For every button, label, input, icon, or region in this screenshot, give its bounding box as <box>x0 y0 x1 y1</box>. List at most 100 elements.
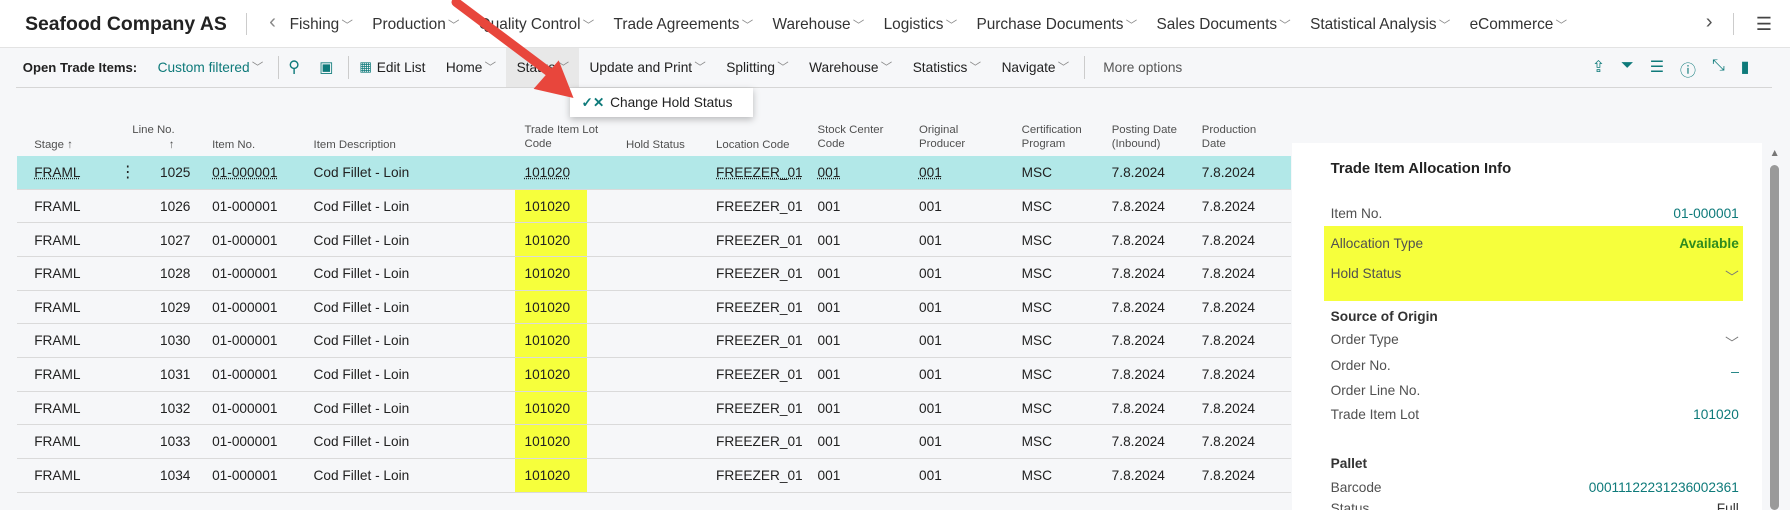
cell-prod: 7.8.2024 <box>1201 400 1255 416</box>
collapse-icon[interactable]: ⤡ <box>1711 57 1725 74</box>
table-row[interactable]: FRAML 1029 01-000001 Cod Fillet - Loin 10102… <box>17 291 1291 325</box>
table-row[interactable]: FRAML 1026 01-000001 Cod Fillet - Loin 10102… <box>17 190 1291 224</box>
cell-cert: MSC <box>1021 198 1052 214</box>
hold-status-dropdown[interactable]: ﹀ <box>1725 269 1739 285</box>
chevron-down-icon: ﹀ <box>1125 19 1138 32</box>
nav-item[interactable]: Statistical Analysis ﹀ <box>1310 16 1450 34</box>
nav-right-icon[interactable]: › <box>1705 10 1713 34</box>
cell-stage[interactable]: FRAML <box>34 266 81 282</box>
table-row[interactable]: FRAML 1031 01-000001 Cod Fillet - Loin 10102… <box>17 358 1291 392</box>
cell-cert: MSC <box>1021 468 1052 484</box>
trade-item-lot-value[interactable]: 101020 <box>1693 407 1739 423</box>
cell-stage[interactable]: FRAML <box>34 198 81 214</box>
edit-list-button[interactable]: ▦ Edit List <box>348 55 436 79</box>
order-no-label: Order No. <box>1330 358 1391 373</box>
header-line-no[interactable]: Line No. <box>132 124 175 137</box>
header-certification[interactable]: Certification Program <box>1022 123 1082 152</box>
cell-lot[interactable]: 101020 <box>524 198 571 214</box>
table-row[interactable]: FRAML 1032 01-000001 Cod Fillet - Loin 10102… <box>17 392 1291 426</box>
row-actions-icon[interactable]: ⋮ <box>119 163 136 181</box>
scroll-up-icon[interactable]: ▲ <box>1769 148 1780 160</box>
table-row[interactable]: FRAML 1030 01-000001 Cod Fillet - Loin 10102… <box>17 324 1291 358</box>
change-hold-status-menu-item[interactable]: ✓✕ Change Hold Status <box>581 95 732 111</box>
more-options-button[interactable]: More options <box>1084 55 1193 79</box>
status-menu[interactable]: Status ﹀ <box>506 47 580 87</box>
header-item-description[interactable]: Item Description <box>313 138 396 151</box>
cell-stage[interactable]: FRAML <box>34 434 81 450</box>
cell-lot[interactable]: 101020 <box>524 367 571 383</box>
share-icon[interactable]: ⇪ <box>1591 59 1606 76</box>
order-no-value[interactable]: _ <box>1731 358 1739 373</box>
statistics-menu[interactable]: Statistics ﹀ <box>902 48 991 87</box>
cell-desc: Cod Fillet - Loin <box>313 400 410 416</box>
cell-stage[interactable]: FRAML <box>34 165 81 181</box>
header-original-producer[interactable]: Original Producer <box>919 123 965 152</box>
header-production-date[interactable]: Production Date <box>1202 123 1256 152</box>
cell-stage[interactable]: FRAML <box>34 468 81 484</box>
hamburger-icon[interactable]: ☰ <box>1755 12 1773 34</box>
filter-icon[interactable]: ⏷ <box>1621 57 1634 74</box>
nav-item[interactable]: Trade Agreements ﹀ <box>614 16 754 34</box>
cell-orig: 001 <box>918 434 942 450</box>
layout-button[interactable]: ▣ <box>309 48 344 87</box>
nav-item[interactable]: Purchase Documents ﹀ <box>976 16 1137 34</box>
table-row[interactable]: FRAML 1034 01-000001 Cod Fillet - Loin 10102… <box>17 459 1291 493</box>
header-stage[interactable]: Stage ↑ <box>34 138 73 151</box>
cell-cert: MSC <box>1021 232 1052 248</box>
header-lot-code[interactable]: Trade Item Lot Code <box>524 123 598 152</box>
search-button[interactable]: ⚲ <box>278 55 309 79</box>
cell-stock: 001 <box>817 299 841 315</box>
header-posting-date[interactable]: Posting Date (Inbound) <box>1112 123 1177 152</box>
table-row[interactable]: FRAML 1027 01-000001 Cod Fillet - Loin 10102… <box>17 223 1291 258</box>
list-icon[interactable]: ☰ <box>1649 59 1665 76</box>
header-hold-status[interactable]: Hold Status <box>625 138 685 151</box>
cell-stage[interactable]: FRAML <box>34 400 81 416</box>
cell-lot[interactable]: 101020 <box>524 400 571 416</box>
cell-loc: FREEZER_01 <box>716 232 803 248</box>
nav-item[interactable]: Quality Control ﹀ <box>479 16 594 34</box>
header-item-no[interactable]: Item No. <box>212 138 256 151</box>
order-type-dropdown[interactable]: ﹀ <box>1725 335 1739 351</box>
cell-stage[interactable]: FRAML <box>34 232 81 248</box>
cell-stage[interactable]: FRAML <box>34 299 81 315</box>
barcode-value[interactable]: 00011122231236002361 <box>1588 480 1739 495</box>
nav-item[interactable]: Warehouse ﹀ <box>773 16 865 34</box>
nav-item[interactable]: Production ﹀ <box>372 16 459 34</box>
cell-lot[interactable]: 101020 <box>524 333 571 349</box>
home-menu[interactable]: Home ﹀ <box>436 48 507 87</box>
item-no-value[interactable]: 01-000001 <box>1673 206 1739 222</box>
table-row[interactable]: FRAML 1025 01-000001 Cod Fillet - Loin 10102… <box>17 156 1291 190</box>
company-name[interactable]: Seafood Company AS <box>25 12 227 35</box>
header-location-code[interactable]: Location Code <box>716 138 790 151</box>
nav-item[interactable]: Fishing ﹀ <box>290 16 353 34</box>
update-print-menu[interactable]: Update and Print ﹀ <box>579 48 716 87</box>
cell-stage[interactable]: FRAML <box>34 367 81 383</box>
filter-view-button[interactable]: Custom filtered ﹀ <box>147 48 273 87</box>
cell-lot[interactable]: 101020 <box>524 299 571 315</box>
splitting-menu[interactable]: Splitting ﹀ <box>716 48 799 87</box>
header-stock-center[interactable]: Stock Center Code <box>818 123 884 152</box>
cell-lot[interactable]: 101020 <box>524 468 571 484</box>
chevron-down-icon: ﹀ <box>557 62 569 75</box>
cell-lot[interactable]: 101020 <box>524 165 571 181</box>
navigate-menu[interactable]: Navigate ﹀ <box>991 48 1079 87</box>
cell-item: 01-000001 <box>212 232 278 248</box>
table-row[interactable]: FRAML 1028 01-000001 Cod Fillet - Loin 10102… <box>17 257 1291 291</box>
cell-lot[interactable]: 101020 <box>524 434 571 450</box>
bookmark-icon[interactable]: ▮ <box>1740 59 1750 76</box>
nav-item[interactable]: Logistics ﹀ <box>884 16 958 34</box>
factbox-scrollbar[interactable] <box>1769 165 1779 510</box>
nav-item[interactable]: eCommerce ﹀ <box>1470 16 1567 34</box>
cell-stage[interactable]: FRAML <box>34 333 81 349</box>
header-line-1: Posting Date <box>1111 124 1177 137</box>
header-line-1: Stock Center <box>817 124 884 137</box>
cell-lot[interactable]: 101020 <box>524 266 571 282</box>
cell-post: 7.8.2024 <box>1111 400 1165 416</box>
table-row[interactable]: FRAML 1033 01-000001 Cod Fillet - Loin 10102… <box>17 425 1291 459</box>
nav-item[interactable]: Sales Documents ﹀ <box>1157 16 1291 34</box>
cell-lot[interactable]: 101020 <box>524 232 571 248</box>
status-dropdown-menu: ✓✕ Change Hold Status <box>570 87 753 118</box>
info-icon[interactable]: ⓘ <box>1680 63 1696 80</box>
nav-left-icon[interactable]: ‹ <box>269 10 276 34</box>
warehouse-menu[interactable]: Warehouse ﹀ <box>799 48 903 87</box>
